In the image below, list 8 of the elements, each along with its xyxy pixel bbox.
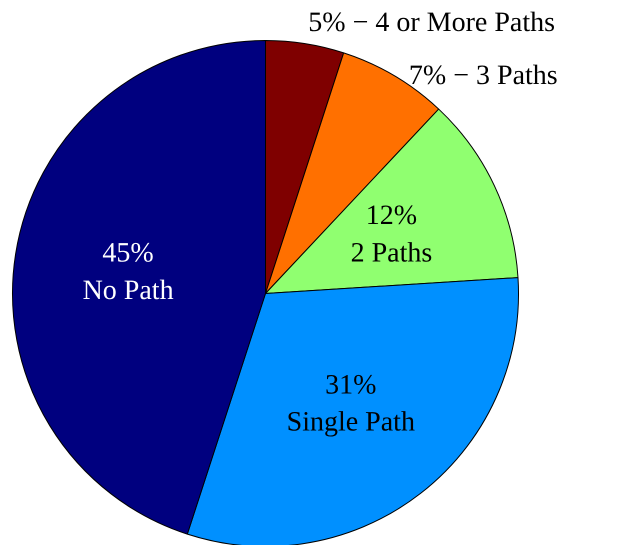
slice-label: No Path (82, 274, 174, 306)
slice-label: 7% − 3 Paths (408, 60, 558, 91)
slice-label: 2 Paths (350, 237, 432, 268)
data-label: 31% (325, 369, 376, 400)
data-label: 45% (102, 238, 154, 269)
data-label: 12% (366, 200, 418, 232)
slice-label: 5% − 4 or More Paths (308, 7, 556, 38)
slice-label: Single Path (286, 406, 415, 438)
